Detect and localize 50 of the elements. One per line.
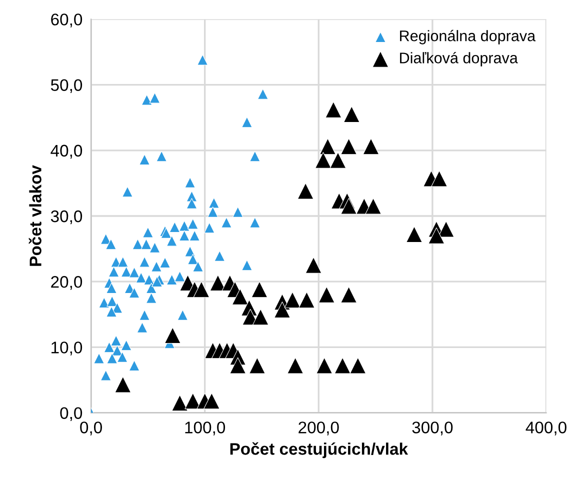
point xyxy=(431,170,448,187)
y-tick-label: 40,0 xyxy=(50,144,82,159)
legend-label: Diaľková doprava xyxy=(400,52,518,66)
x-tick-label: 400,0 xyxy=(526,422,566,436)
point xyxy=(298,292,315,308)
point xyxy=(350,357,366,374)
point xyxy=(340,138,357,155)
y-tick-label: 20,0 xyxy=(51,276,82,290)
point xyxy=(203,392,220,410)
point xyxy=(365,198,382,214)
point xyxy=(438,220,454,238)
point xyxy=(343,106,360,123)
point xyxy=(314,152,332,168)
point xyxy=(362,138,380,155)
point xyxy=(406,226,422,243)
point xyxy=(251,281,268,298)
point xyxy=(287,357,304,374)
x-axis-title: Počet cestujúcich/vlak xyxy=(230,442,408,458)
point xyxy=(284,292,301,308)
y-tick-label: 10,0 xyxy=(52,342,82,356)
y-tick-label: 60,0 xyxy=(51,14,82,28)
point xyxy=(248,357,266,374)
point xyxy=(274,302,290,318)
point xyxy=(297,182,314,200)
point xyxy=(232,288,248,305)
x-tick-label: 100,0 xyxy=(185,422,226,436)
x-tick-label: 300,0 xyxy=(412,422,453,436)
x-tick-label: 200,0 xyxy=(298,422,339,436)
y-tick-label: 0,0 xyxy=(60,407,82,421)
point xyxy=(334,357,351,374)
point xyxy=(330,152,346,168)
point xyxy=(325,102,342,118)
point xyxy=(340,198,357,214)
y-tick-label: 50,0 xyxy=(50,79,82,93)
point xyxy=(305,257,322,274)
point xyxy=(252,308,269,326)
point xyxy=(114,376,132,393)
point xyxy=(318,286,335,303)
point xyxy=(164,327,181,344)
point xyxy=(320,138,336,155)
point xyxy=(316,357,333,374)
point xyxy=(230,357,246,374)
point xyxy=(193,281,210,298)
point xyxy=(428,227,445,244)
y-axis-title: Počet vlakov xyxy=(28,165,42,266)
y-tick-label: 30,0 xyxy=(50,210,82,224)
point xyxy=(172,394,188,412)
x-tick-label: 0,0 xyxy=(80,422,102,436)
point xyxy=(340,286,357,303)
legend-label: Regionálna doprava xyxy=(400,30,536,44)
